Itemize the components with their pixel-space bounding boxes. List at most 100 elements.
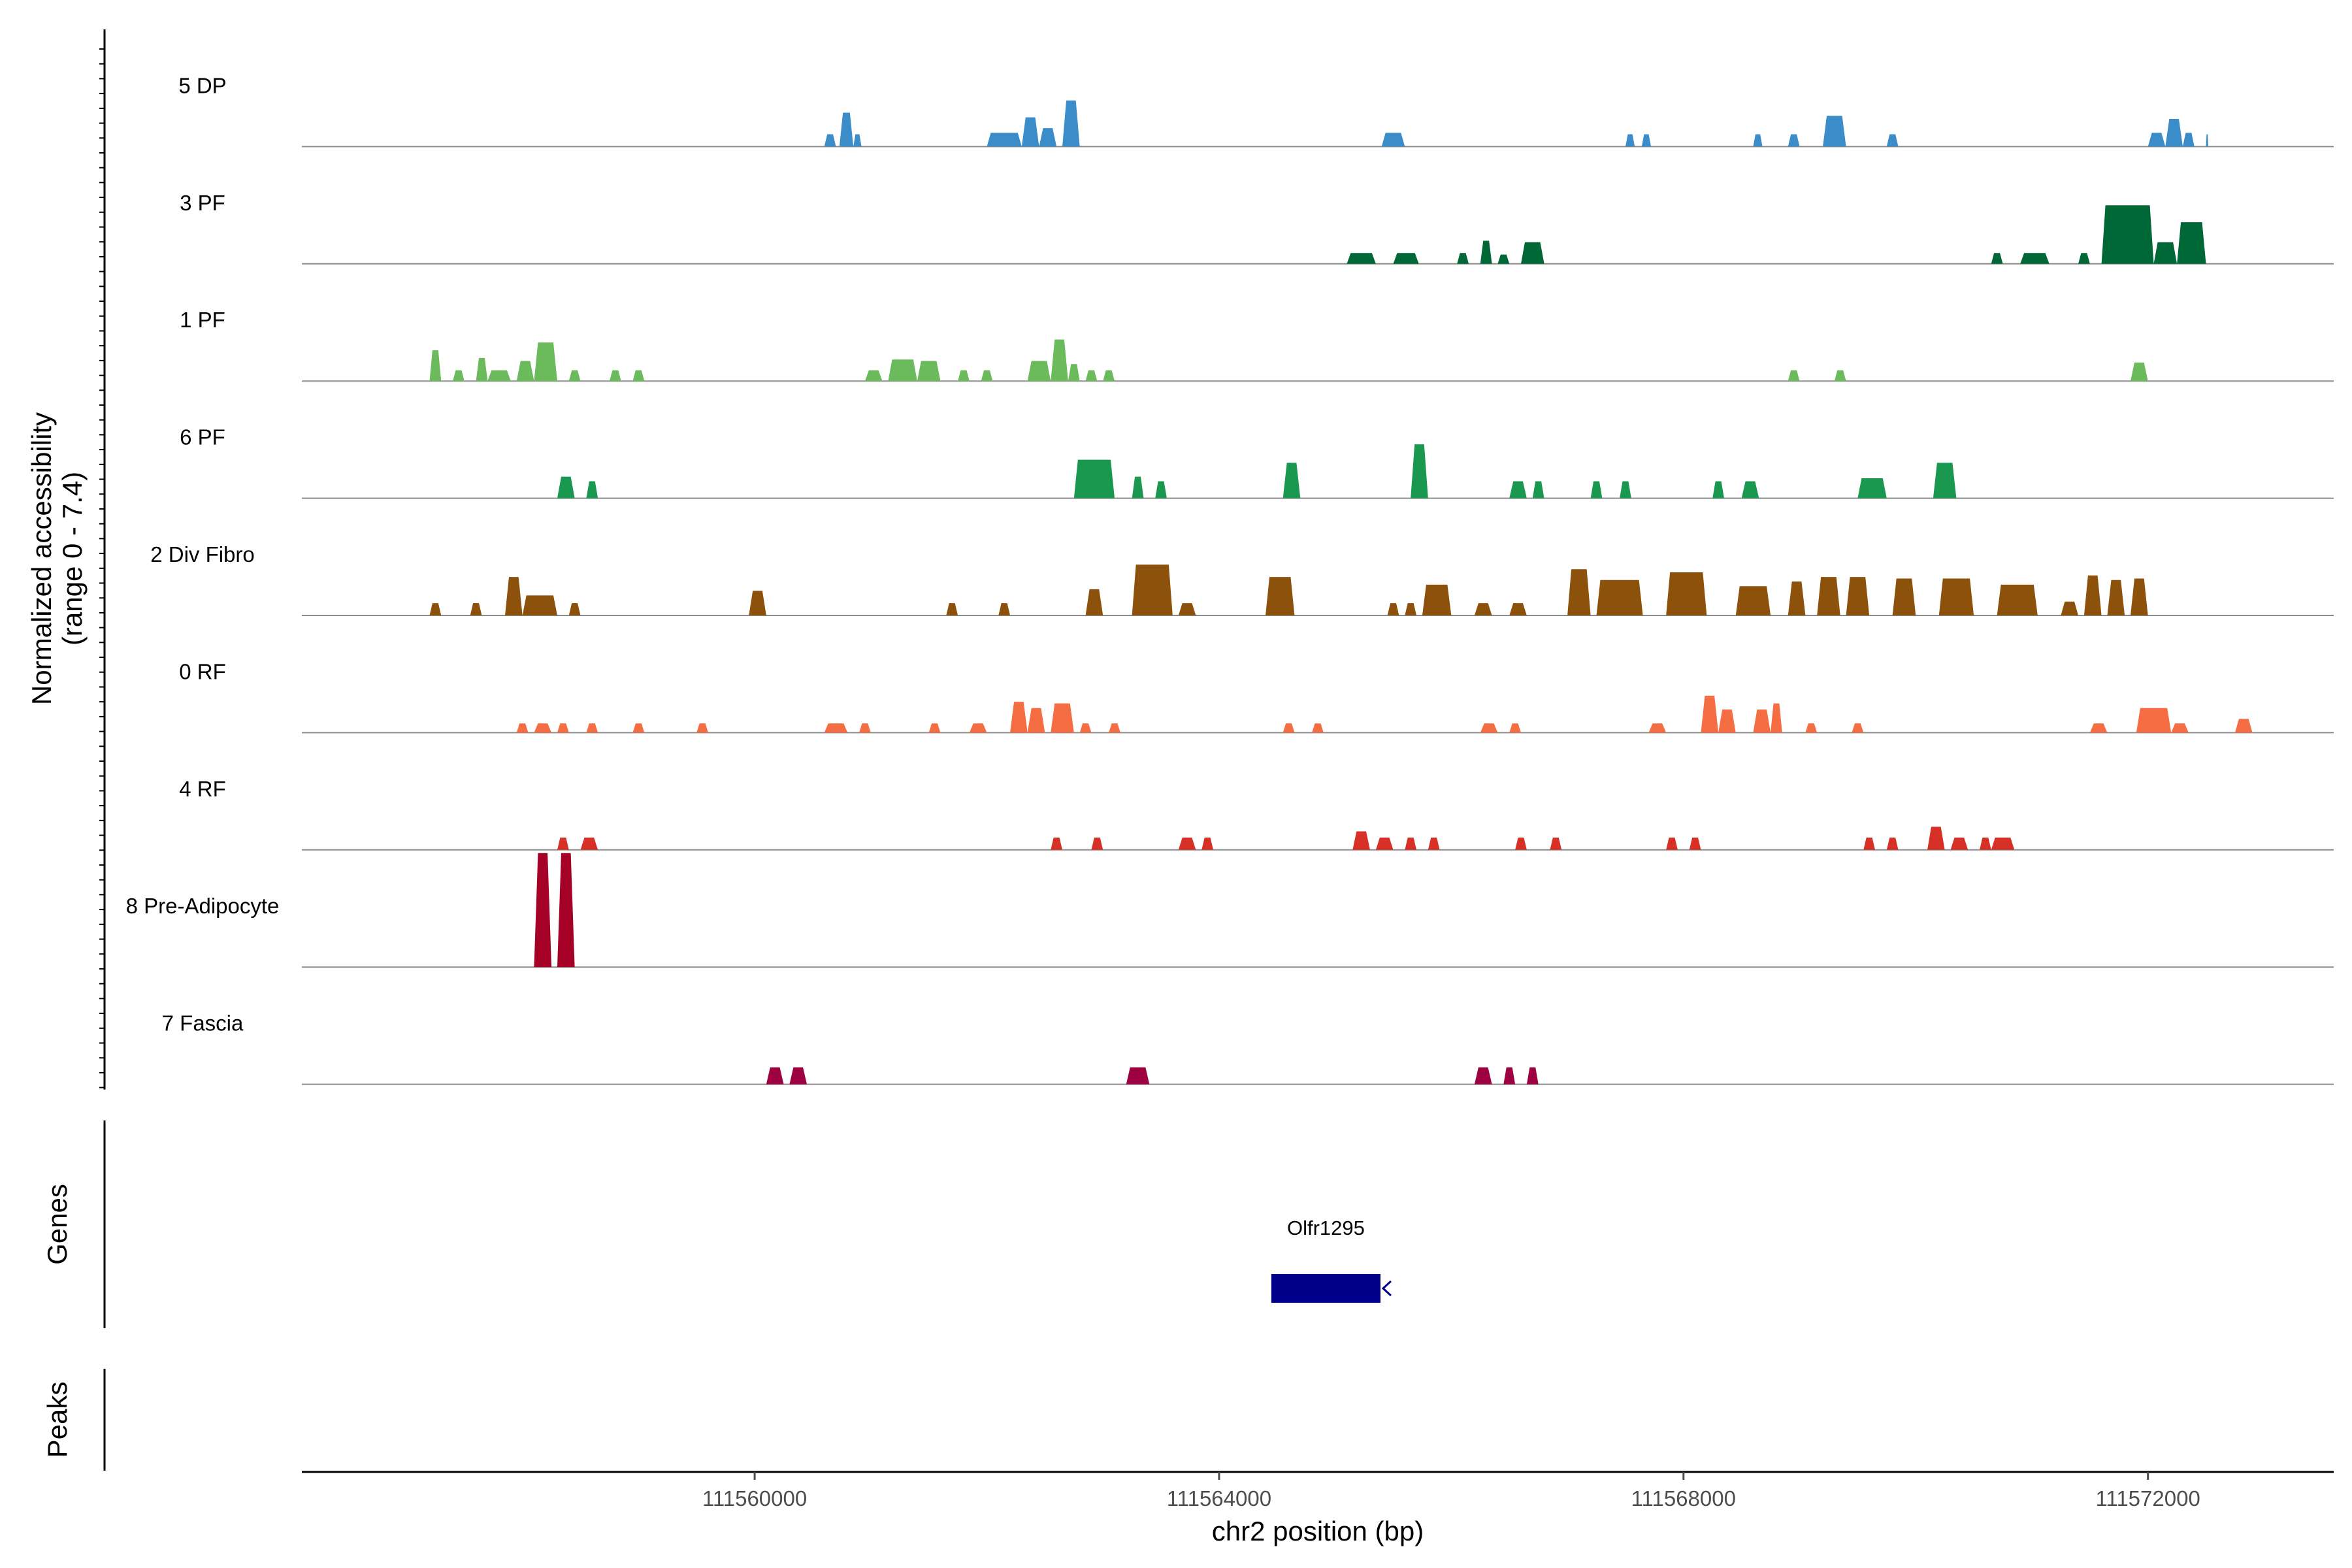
track-label: 7 Fascia xyxy=(162,1011,244,1036)
coverage-peak xyxy=(2061,601,2079,615)
coverage-peak xyxy=(888,359,917,382)
coverage-peak xyxy=(1718,710,1736,733)
coverage-peak xyxy=(1027,361,1051,382)
coverage-peak xyxy=(557,723,569,733)
coverage-peak xyxy=(1405,603,1417,615)
coverage-peak xyxy=(516,723,529,733)
coverage-peak xyxy=(1666,572,1707,615)
coverage-peak xyxy=(487,370,511,382)
coverage-peak xyxy=(1387,603,1399,615)
coverage-peak xyxy=(505,577,523,615)
coverage-peak xyxy=(1132,476,1144,498)
coverage-peak xyxy=(1596,580,1643,615)
coverage-peak xyxy=(1590,481,1603,498)
coverage-peak xyxy=(1741,481,1759,498)
coverage-peak xyxy=(1852,723,1864,733)
coverage-peak xyxy=(1666,837,1678,850)
coverage-peak xyxy=(1788,370,1800,382)
coverage-peak xyxy=(1051,703,1074,733)
coverage-peak xyxy=(1648,723,1667,733)
coverage-peak xyxy=(1892,578,1916,615)
coverage-peak xyxy=(824,723,848,733)
coverage-peak xyxy=(1282,463,1301,498)
coverage-peak xyxy=(2020,253,2050,264)
x-axis-ticks: 111560000 111564000 111568000 111572000 xyxy=(702,1472,2200,1511)
coverage-peak xyxy=(516,361,534,382)
track-0-rf: 0 RF xyxy=(179,659,2334,734)
x-tick-label: 111572000 xyxy=(2096,1486,2200,1511)
coverage-peak xyxy=(1817,577,1840,615)
coverage-peak xyxy=(1178,603,1196,615)
track-3-pf: 3 PF xyxy=(180,191,2334,265)
coverage-peak xyxy=(470,603,482,615)
coverage-peak xyxy=(429,350,442,382)
coverage-peak xyxy=(557,837,569,850)
coverage-peak xyxy=(2136,708,2172,733)
genes-panel: Olfr1295 xyxy=(1271,1217,1392,1303)
gene-label: Olfr1295 xyxy=(1287,1217,1365,1239)
coverage-peak xyxy=(1834,370,1846,382)
track-8-pre-adipocyte: 8 Pre-Adipocyte xyxy=(126,853,2334,968)
coverage-peak xyxy=(1857,478,1887,498)
coverage-peak xyxy=(534,853,552,968)
coverage-peak xyxy=(1846,577,1870,615)
coverage-peak xyxy=(1178,837,1196,850)
track-6-pf: 6 PF xyxy=(180,425,2334,499)
coverage-peak xyxy=(1103,370,1115,382)
coverage-peak xyxy=(1068,364,1080,382)
coverage-peak xyxy=(1474,1067,1492,1085)
coverage-peak xyxy=(1938,578,1974,615)
coverage-peak xyxy=(1625,134,1635,147)
coverage-peak xyxy=(2131,578,2148,615)
coverage-peak xyxy=(2131,362,2148,382)
coverage-peak xyxy=(1689,837,1701,850)
coverage-peak xyxy=(568,603,581,615)
coverage-peak xyxy=(1950,837,1968,850)
coverage-peak xyxy=(1497,254,1510,264)
track-label: 6 PF xyxy=(180,425,225,449)
coverage-peak xyxy=(1010,702,1028,733)
coverage-peak xyxy=(1788,581,1806,615)
coverage-peak xyxy=(1375,837,1394,850)
coverage-peak xyxy=(917,361,941,382)
coverage-peak xyxy=(476,357,488,382)
coverage-peak xyxy=(1091,837,1103,850)
coverage-peak xyxy=(1079,723,1092,733)
coverage-peak xyxy=(1641,134,1652,147)
coverage-peak xyxy=(2165,118,2183,147)
coverage-peak xyxy=(1927,826,1945,850)
coverage-peak xyxy=(2101,205,2154,264)
coverage-peak xyxy=(2234,719,2253,733)
coverage-peak xyxy=(1428,837,1440,850)
coverage-peak xyxy=(1823,116,1846,147)
coverage-peak xyxy=(1457,253,1469,264)
gene-body xyxy=(1271,1274,1380,1303)
coverage-peak xyxy=(1132,564,1173,615)
coverage-peak xyxy=(2182,133,2195,147)
coverage-peak xyxy=(557,853,575,968)
coverage-peak xyxy=(557,476,575,498)
coverage-peak xyxy=(1753,710,1771,733)
coverage-peak xyxy=(1526,1067,1539,1085)
coverage-peak xyxy=(1979,837,1991,850)
x-axis-title: chr2 position (bp) xyxy=(1212,1516,1424,1546)
coverage-peak xyxy=(1474,603,1492,615)
coverage-peak xyxy=(2107,580,2125,615)
coverage-peak xyxy=(696,723,708,733)
coverage-peak xyxy=(1886,837,1899,850)
coverage-peak xyxy=(1347,253,1376,264)
gene-strand-arrow xyxy=(1381,1280,1392,1297)
coverage-peak xyxy=(998,603,1011,615)
coverage-peak xyxy=(1509,481,1527,498)
coverage-peak xyxy=(1312,723,1324,733)
coverage-peak xyxy=(2083,575,2102,615)
track-label: 4 RF xyxy=(179,777,226,801)
coverage-peak xyxy=(958,370,970,382)
coverage-peak xyxy=(1503,1067,1516,1085)
coverage-peak xyxy=(824,134,836,147)
coverage-peak xyxy=(1886,134,1899,147)
coverage-peak xyxy=(864,370,883,382)
coverage-peak xyxy=(1521,242,1544,264)
coverage-peak xyxy=(586,723,598,733)
